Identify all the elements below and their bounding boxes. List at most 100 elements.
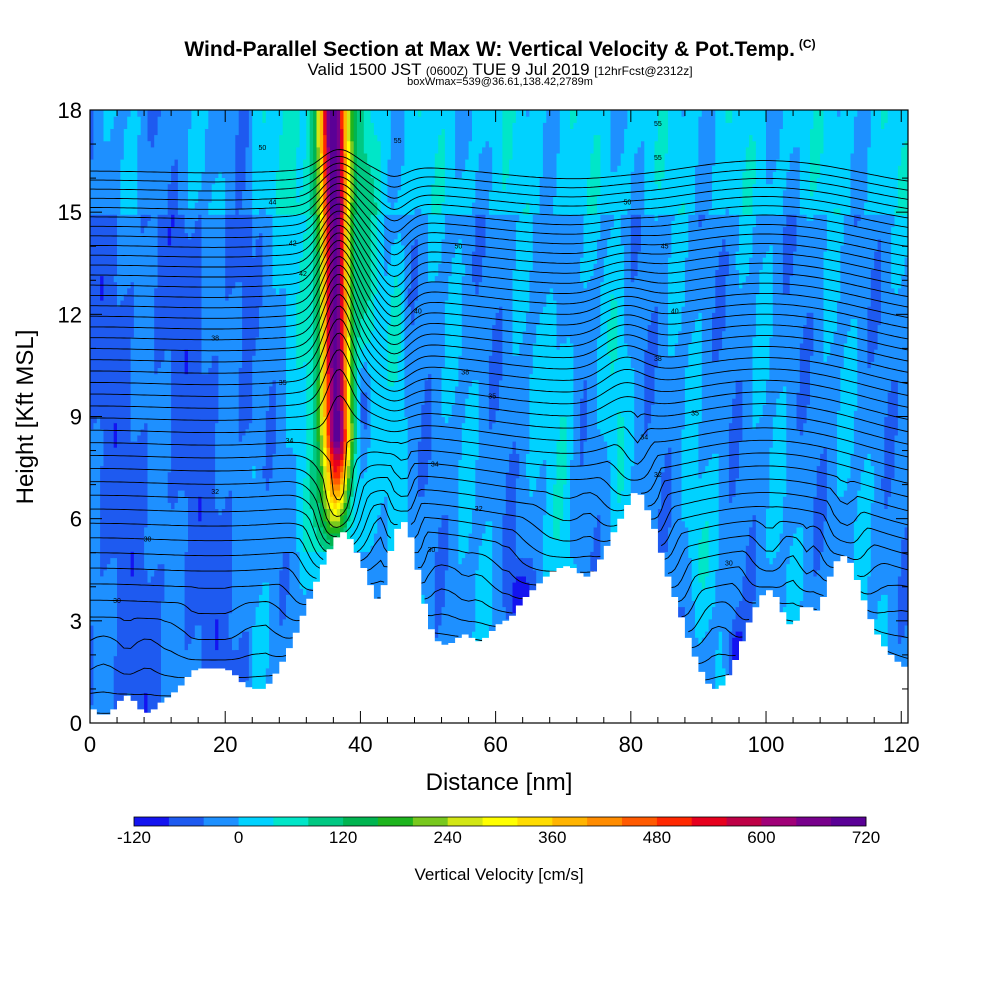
velocity-cell	[806, 312, 811, 405]
velocity-cell	[570, 110, 574, 129]
velocity-cell	[884, 594, 889, 681]
velocity-cell	[323, 447, 328, 467]
velocity-cell	[583, 110, 588, 289]
velocity-cell	[749, 526, 754, 644]
velocity-cell	[336, 483, 341, 491]
velocity-cell	[891, 287, 896, 381]
velocity-cell	[110, 110, 115, 129]
isentrope-line	[90, 535, 908, 586]
isentrope-line	[90, 492, 908, 553]
velocity-cell	[887, 110, 892, 215]
velocity-cell	[340, 477, 345, 485]
velocity-cell	[509, 453, 514, 626]
isentrope-line	[90, 582, 908, 639]
velocity-cell	[438, 214, 443, 264]
velocity-cell	[407, 214, 412, 289]
isentrope-label: 32	[475, 506, 483, 513]
velocity-cell	[340, 410, 345, 442]
velocity-cell	[867, 214, 872, 307]
velocity-cell	[580, 398, 585, 467]
isentrope-line	[90, 189, 908, 245]
colorbar-label: Vertical Velocity [cm/s]	[414, 865, 583, 884]
velocity-cell	[715, 569, 720, 651]
velocity-cell	[346, 447, 351, 461]
velocity-cell	[343, 379, 348, 430]
velocity-cell	[536, 324, 541, 479]
velocity-cell	[303, 159, 307, 215]
velocity-cell	[428, 281, 432, 375]
colorbar-tick-label: 240	[434, 828, 462, 847]
velocity-cell	[100, 275, 105, 301]
velocity-cell	[177, 214, 182, 491]
velocity-cell	[201, 373, 206, 723]
velocity-cell	[779, 392, 784, 534]
velocity-cell	[590, 110, 595, 154]
velocity-cell	[106, 110, 111, 142]
velocity-cell	[171, 165, 176, 215]
velocity-cell	[813, 496, 818, 577]
box-wmax-info: boxWmax=539@36.61,138.42,2789m	[407, 76, 593, 88]
velocity-cell	[782, 496, 787, 608]
velocity-cell	[519, 110, 524, 344]
velocity-cell	[678, 330, 683, 608]
velocity-cell	[478, 110, 483, 154]
velocity-cell	[566, 214, 571, 338]
velocity-cell	[130, 441, 135, 552]
velocity-cell	[779, 110, 784, 129]
velocity-cell	[701, 220, 706, 473]
velocity-cell	[360, 477, 365, 552]
velocity-cell	[624, 342, 629, 552]
velocity-cell	[475, 293, 480, 381]
velocity-cell	[823, 251, 828, 362]
velocity-cell	[235, 281, 240, 650]
colorbar-tick-label: 600	[747, 828, 775, 847]
velocity-cell	[529, 269, 534, 375]
velocity-cell	[424, 379, 429, 485]
x-tick-label: 80	[619, 732, 643, 757]
velocity-cell	[796, 392, 801, 430]
velocity-cell	[262, 465, 267, 479]
velocity-cell	[140, 110, 145, 215]
velocity-cell	[536, 214, 541, 326]
velocity-cell	[515, 453, 520, 479]
colorbar-swatch	[622, 817, 658, 826]
velocity-cell	[816, 177, 821, 215]
velocity-cell	[488, 428, 493, 522]
isentrope-label: 44	[269, 199, 277, 206]
velocity-cell	[232, 110, 236, 215]
velocity-cell	[346, 404, 351, 448]
velocity-cell	[853, 318, 858, 411]
velocity-cell	[458, 110, 463, 178]
velocity-cell	[870, 110, 875, 215]
velocity-cell	[455, 214, 460, 246]
velocity-cell	[404, 214, 409, 418]
velocity-cell	[117, 110, 121, 307]
velocity-cell	[570, 342, 574, 460]
velocity-cell	[867, 306, 872, 369]
velocity-cell	[363, 392, 368, 430]
velocity-cell	[350, 110, 355, 142]
velocity-cell	[570, 459, 574, 559]
velocity-cell	[810, 110, 814, 129]
velocity-cell	[333, 447, 338, 454]
isentrope-label: 45	[661, 244, 669, 251]
velocity-cell	[340, 214, 345, 350]
velocity-cell	[853, 110, 858, 117]
velocity-cell	[144, 526, 149, 571]
velocity-cell	[580, 110, 585, 215]
velocity-cell	[336, 410, 341, 442]
colorbar-swatch	[308, 817, 344, 826]
isentrope-label: 30	[113, 598, 121, 605]
velocity-cell	[488, 110, 493, 148]
isentrope-label: 42	[299, 271, 307, 278]
velocity-cell	[343, 287, 348, 381]
velocity-cell	[330, 533, 334, 546]
velocity-cell	[657, 110, 662, 191]
velocity-cell	[127, 110, 132, 117]
velocity-cell	[657, 508, 662, 571]
velocity-cell	[823, 110, 828, 215]
velocity-cell	[820, 110, 825, 154]
velocity-cell	[154, 134, 159, 289]
velocity-cell	[556, 110, 561, 154]
